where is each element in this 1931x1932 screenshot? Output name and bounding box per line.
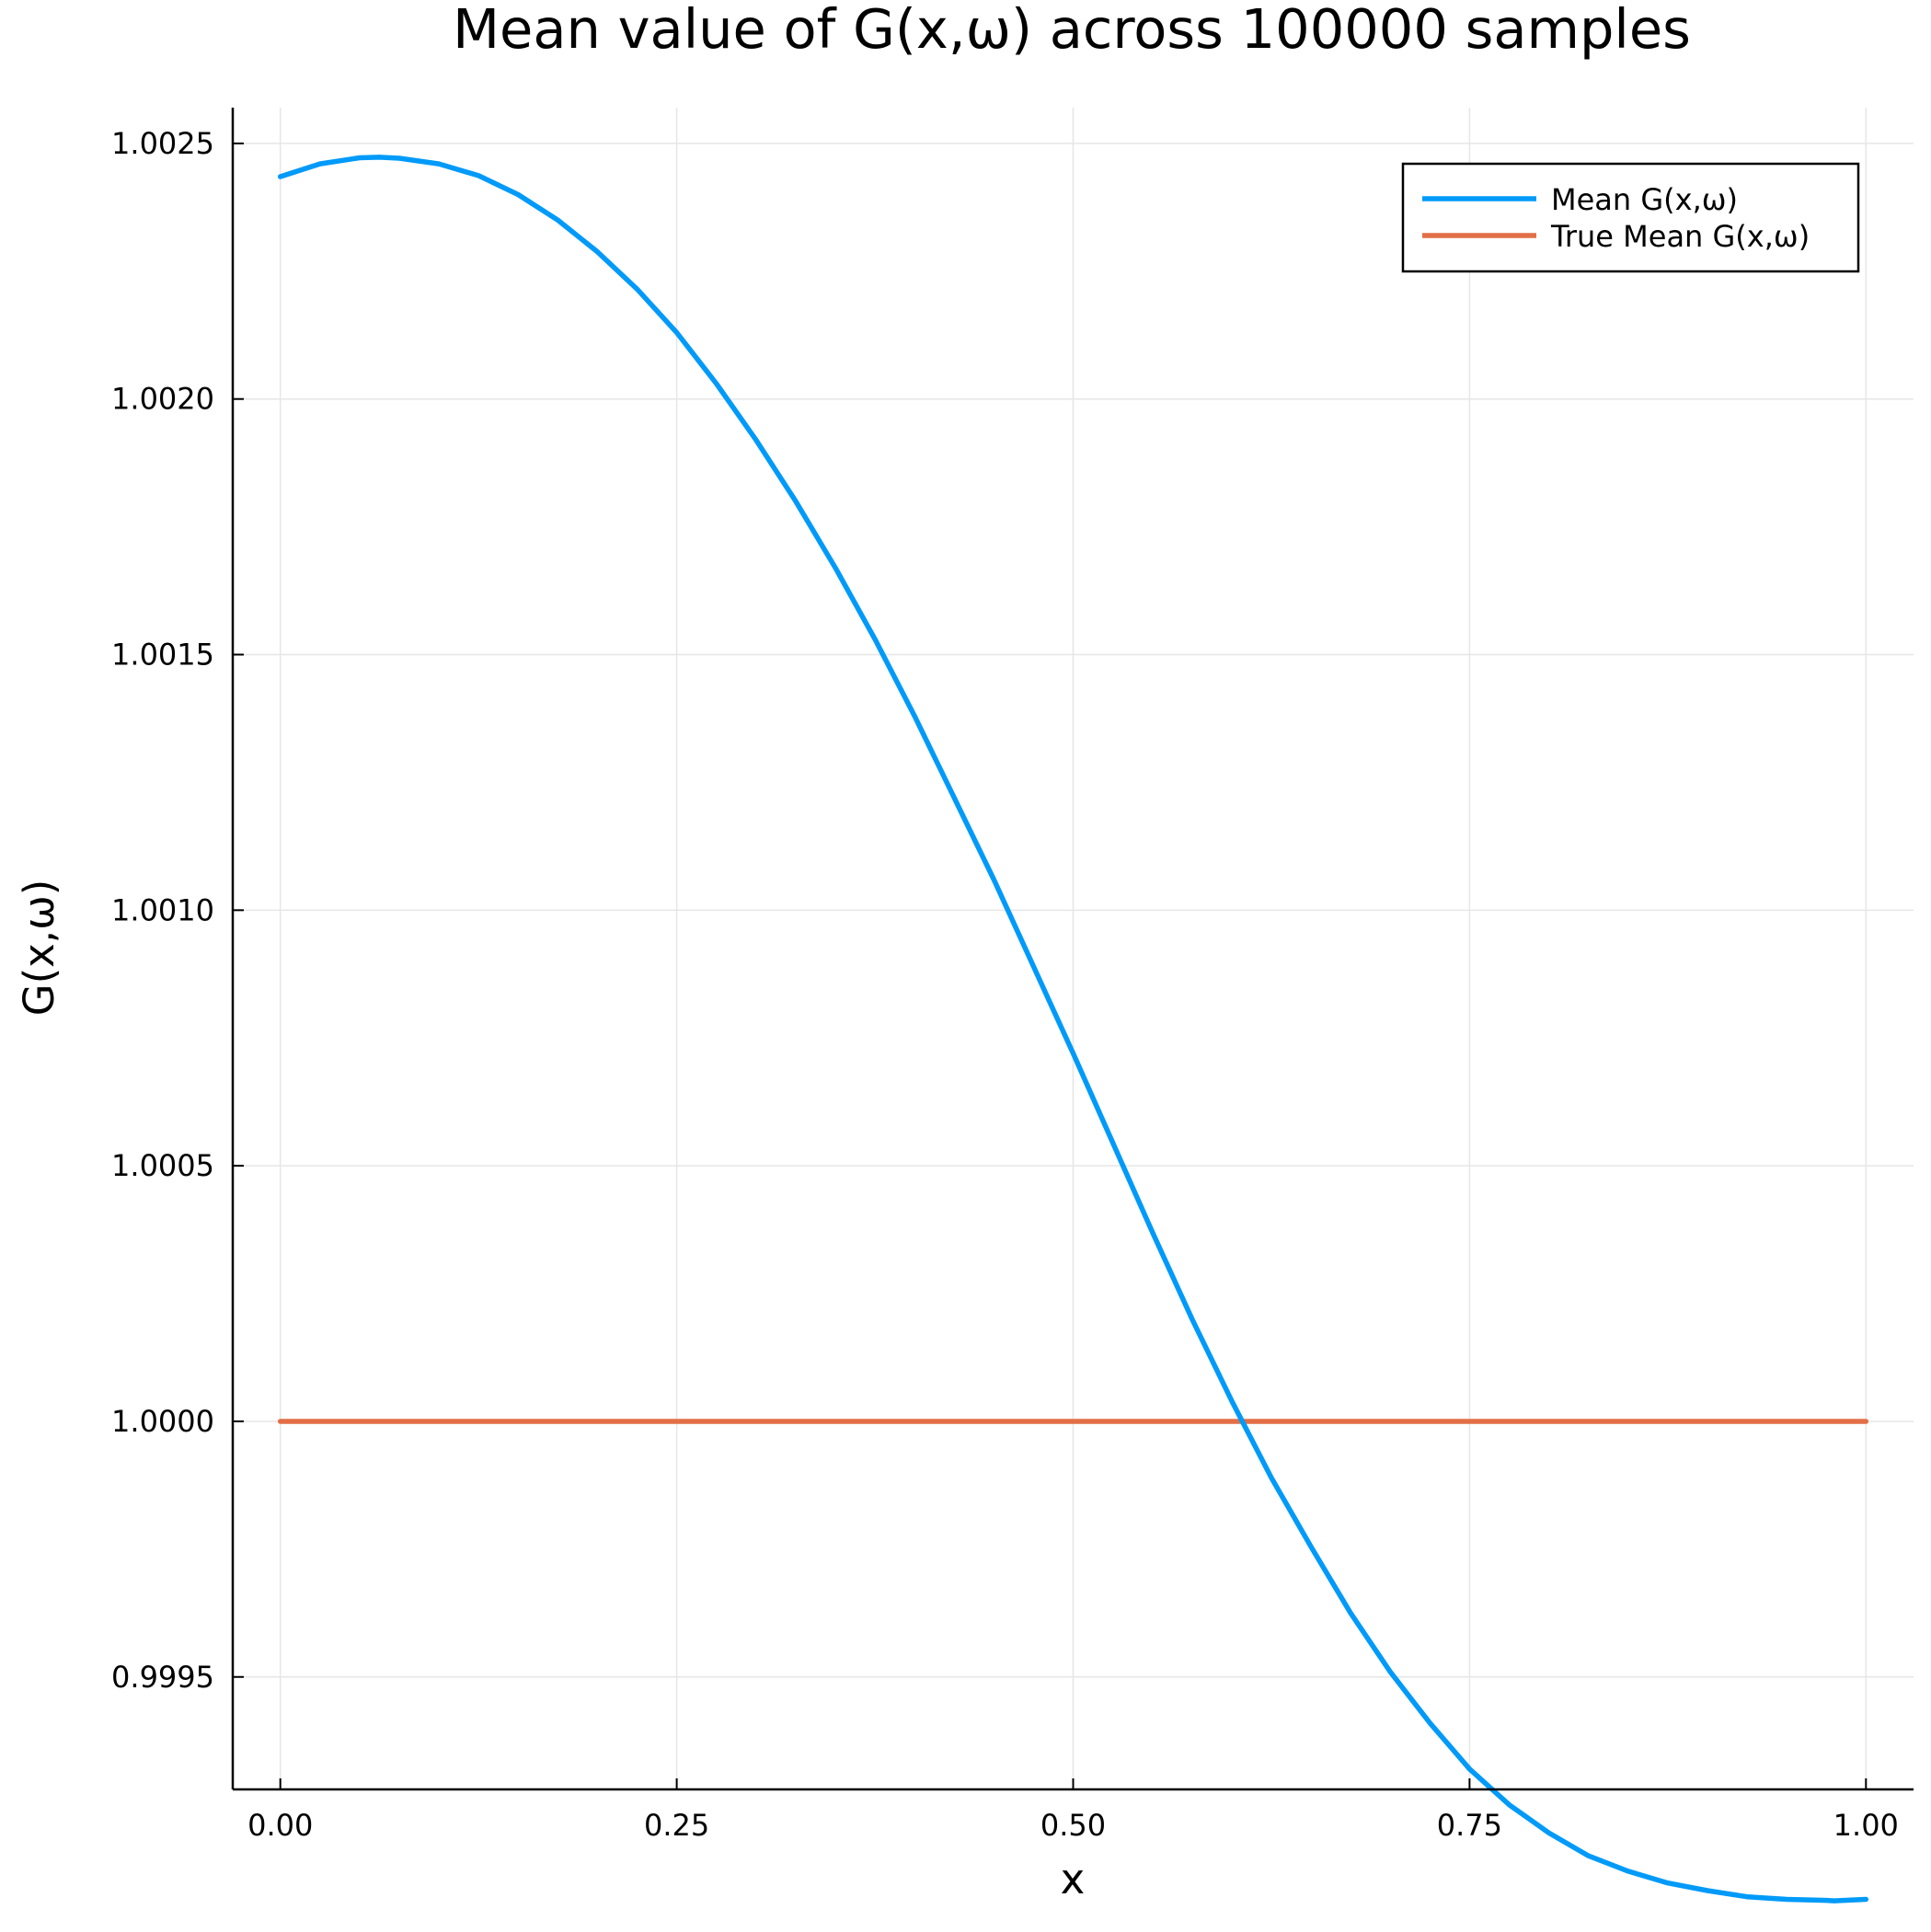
legend-label-mean: Mean G(x,ω) <box>1551 182 1738 217</box>
y-tick-label: 1.0005 <box>111 1148 214 1183</box>
x-tick-label: 0.00 <box>247 1808 313 1843</box>
y-axis-label: G(x,ω) <box>15 880 63 1017</box>
x-axis-label: x <box>1061 1855 1086 1903</box>
legend-label-true-mean: True Mean G(x,ω) <box>1550 219 1810 254</box>
y-tick-label: 1.0020 <box>111 382 214 417</box>
x-tick-label: 0.25 <box>644 1808 709 1843</box>
series-line-mean <box>277 155 1869 1903</box>
chart-title: Mean value of G(x,ω) across 100000 sampl… <box>453 0 1691 61</box>
y-tick-label: 1.0025 <box>111 126 214 161</box>
tick-marks: 0.00 0.25 0.50 0.75 1.00 0.9995 1.0000 1.0005 1.… <box>111 126 1899 1843</box>
y-tick-label: 1.0015 <box>111 638 214 673</box>
legend: Mean G(x,ω) True Mean G(x,ω) <box>1401 162 1860 273</box>
x-tick-label: 0.75 <box>1437 1808 1502 1843</box>
legend-box <box>1401 162 1860 273</box>
x-tick-label: 0.50 <box>1040 1808 1106 1843</box>
y-tick-label: 1.0010 <box>111 892 214 927</box>
grid-lines <box>233 108 1914 1789</box>
y-tick-label: 0.9995 <box>111 1660 214 1695</box>
series-group <box>277 155 1869 1903</box>
y-tick-label: 1.0000 <box>111 1404 214 1439</box>
x-tick-label: 1.00 <box>1833 1808 1899 1843</box>
